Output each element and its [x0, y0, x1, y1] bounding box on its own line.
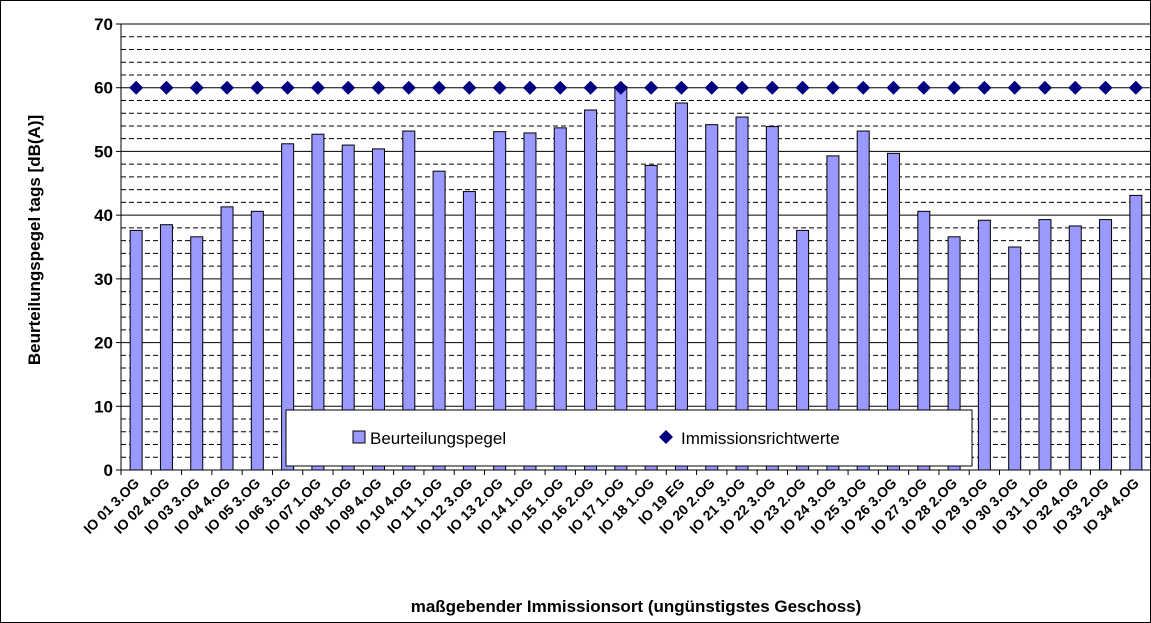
- legend-label-beurteilungspegel: Beurteilungspegel: [370, 429, 506, 448]
- y-tick-label: 40: [94, 206, 113, 225]
- marker-point: [250, 80, 265, 95]
- legend-swatch-bar: [352, 430, 366, 444]
- marker-point: [220, 80, 235, 95]
- bar: [1038, 219, 1052, 471]
- marker-point: [553, 80, 568, 95]
- marker-point: [765, 80, 780, 95]
- marker-point: [462, 80, 477, 95]
- marker-point: [886, 80, 901, 95]
- marker-point: [613, 80, 628, 95]
- marker-point: [916, 80, 931, 95]
- y-tick-label: 30: [94, 270, 113, 289]
- marker-point: [159, 80, 174, 95]
- marker-point: [432, 80, 447, 95]
- marker-point: [189, 80, 204, 95]
- y-axis-title: Beurteilungspegel tags [dB(A)]: [25, 115, 44, 365]
- bar: [220, 206, 234, 471]
- y-tick-labels: 0 10 20 30 40 50 60 70: [94, 15, 113, 480]
- bar: [977, 219, 991, 471]
- bar: [1099, 219, 1113, 471]
- y-tick-label: 60: [94, 79, 113, 98]
- x-axis-title: maßgebender Immissionsort (ungünstigstes…: [411, 597, 862, 616]
- marker-point: [129, 80, 144, 95]
- marker-point: [1068, 80, 1083, 95]
- legend-swatch-diamond: [659, 430, 673, 444]
- marker-point: [825, 80, 840, 95]
- marker-point: [583, 80, 598, 95]
- y-tick-label: 0: [104, 461, 113, 480]
- bar: [1129, 194, 1143, 471]
- marker-point: [644, 80, 659, 95]
- marker-point: [947, 80, 962, 95]
- marker-point: [522, 80, 537, 95]
- y-tick-label: 70: [94, 15, 113, 34]
- bar: [190, 236, 204, 471]
- bar: [1008, 246, 1022, 471]
- bar: [159, 224, 173, 471]
- marker-point: [310, 80, 325, 95]
- y-tick-label: 50: [94, 142, 113, 161]
- marker-point: [977, 80, 992, 95]
- marker-point: [1128, 80, 1143, 95]
- marker-series: [129, 80, 1143, 95]
- marker-point: [1037, 80, 1052, 95]
- marker-point: [341, 80, 356, 95]
- marker-point: [492, 80, 507, 95]
- legend-label-immissionsrichtwerte: Immissionsrichtwerte: [681, 429, 840, 448]
- marker-point: [401, 80, 416, 95]
- marker-point: [704, 80, 719, 95]
- y-tick-label: 10: [94, 397, 113, 416]
- marker-point: [795, 80, 810, 95]
- legend-box: [285, 409, 973, 467]
- legend: Beurteilungspegel Immissionsrichtwerte: [285, 409, 973, 467]
- bar: [129, 229, 143, 471]
- marker-point: [371, 80, 386, 95]
- marker-point: [280, 80, 295, 95]
- axes: [116, 23, 1151, 475]
- marker-point: [1007, 80, 1022, 95]
- marker-point: [735, 80, 750, 95]
- marker-point: [856, 80, 871, 95]
- marker-point: [1098, 80, 1113, 95]
- y-tick-label: 20: [94, 334, 113, 353]
- marker-point: [674, 80, 689, 95]
- bar: [1068, 225, 1082, 471]
- bar: [250, 210, 264, 471]
